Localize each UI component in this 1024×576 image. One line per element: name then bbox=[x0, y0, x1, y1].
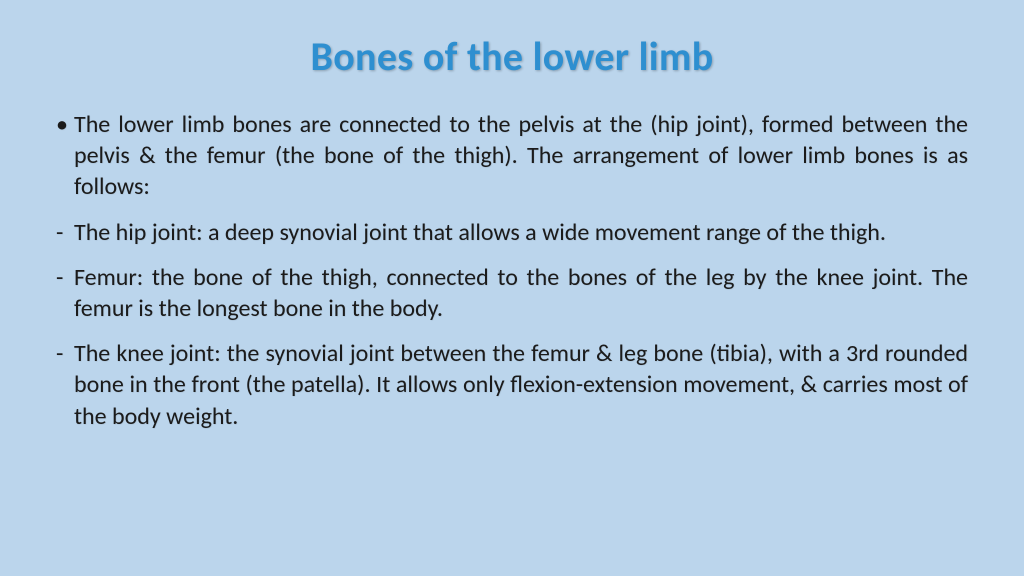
list-item: Femur: the bone of the thigh, connected … bbox=[56, 262, 968, 324]
list-item: The knee joint: the synovial joint betwe… bbox=[56, 338, 968, 432]
slide: Bones of the lower limb The lower limb b… bbox=[0, 0, 1024, 576]
list-item-text: The hip joint: a deep synovial joint tha… bbox=[74, 218, 886, 247]
list-item-text: The lower limb bones are connected to th… bbox=[74, 110, 968, 201]
slide-body-list: The lower limb bones are connected to th… bbox=[56, 109, 968, 432]
list-item: The hip joint: a deep synovial joint tha… bbox=[56, 217, 968, 248]
list-item-text: The knee joint: the synovial joint betwe… bbox=[74, 339, 968, 430]
list-item-text: Femur: the bone of the thigh, connected … bbox=[74, 263, 968, 323]
list-item: The lower limb bones are connected to th… bbox=[56, 109, 968, 203]
slide-title: Bones of the lower limb bbox=[56, 32, 968, 81]
